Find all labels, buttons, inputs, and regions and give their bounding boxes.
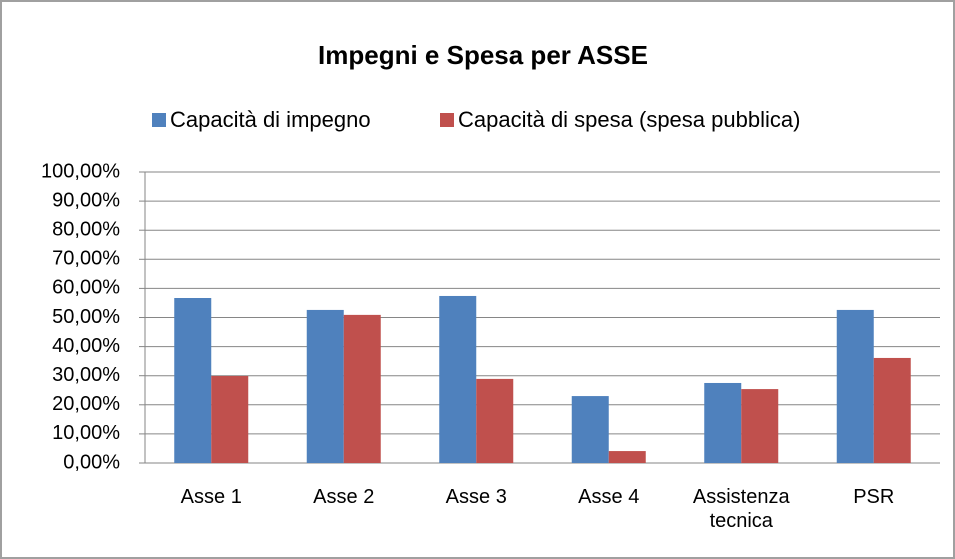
x-tick-label: Asse 4: [578, 486, 640, 508]
legend-label: Capacità di impegno: [170, 107, 371, 132]
bar: [741, 389, 779, 463]
bar: [704, 382, 742, 463]
y-tick-label: 0,00%: [63, 451, 120, 473]
bar: [439, 295, 477, 463]
bar: [873, 357, 911, 463]
x-tick-label: Assistenza tecnica: [692, 486, 790, 532]
y-tick-label: 60,00%: [52, 277, 120, 299]
bar: [571, 396, 609, 463]
bar: [608, 451, 646, 463]
y-tick-label: 90,00%: [52, 189, 120, 211]
y-tick-label: 40,00%: [52, 335, 120, 357]
x-tick-label: Asse 2: [313, 486, 375, 508]
y-tick-label: 30,00%: [52, 364, 120, 386]
bar: [476, 378, 514, 463]
legend-label: Capacità di spesa (spesa pubblica): [458, 107, 800, 132]
legend-swatch: [152, 113, 166, 127]
bar: [836, 309, 874, 463]
bar: [306, 309, 344, 463]
x-tick-label: Asse 1: [180, 486, 242, 508]
y-tick-label: 70,00%: [52, 248, 120, 270]
bar: [174, 298, 212, 463]
y-tick-label: 10,00%: [52, 422, 120, 444]
bar: [211, 375, 249, 463]
y-tick-label: 100,00%: [41, 160, 120, 182]
x-tick-label: PSR: [853, 486, 895, 508]
legend-swatch: [440, 113, 454, 127]
y-tick-label: 20,00%: [52, 393, 120, 415]
y-tick-label: 80,00%: [52, 218, 120, 240]
x-tick-label: Asse 3: [445, 486, 507, 508]
bar: [343, 314, 381, 463]
y-tick-label: 50,00%: [52, 306, 120, 328]
chart-title: Impegni e Spesa per ASSE: [318, 40, 648, 70]
